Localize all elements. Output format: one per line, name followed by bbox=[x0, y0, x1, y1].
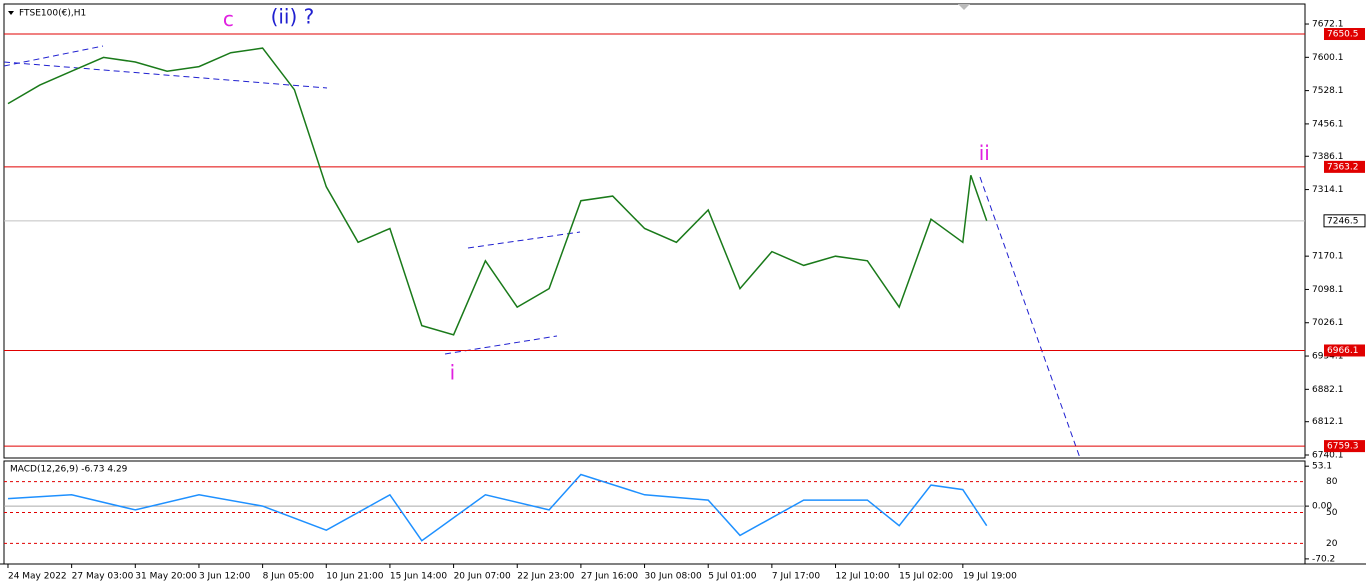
trend-line bbox=[467, 231, 581, 249]
current-price-label: 7246.5 bbox=[1327, 216, 1359, 226]
y-tick-label: 0.00 bbox=[1312, 502, 1332, 512]
x-tick-label: 27 Jun 16:00 bbox=[581, 572, 638, 582]
wave-label: i bbox=[450, 361, 456, 385]
x-tick-label: 20 Jun 07:00 bbox=[454, 572, 511, 582]
y-tick-label: 7528.1 bbox=[1312, 86, 1344, 96]
x-tick-label: 24 May 2022 bbox=[8, 572, 67, 582]
y-tick-label: 6812.1 bbox=[1312, 417, 1344, 427]
level-label: 6759.3 bbox=[1327, 442, 1359, 452]
y-tick-label: 6740.1 bbox=[1312, 450, 1344, 460]
trend-line bbox=[3, 45, 104, 67]
level-box bbox=[1324, 160, 1365, 173]
shift-marker bbox=[958, 4, 970, 10]
x-tick-label: 8 Jun 05:00 bbox=[263, 572, 315, 582]
y-tick-label: 7600.1 bbox=[1312, 53, 1344, 63]
x-tick-label: 19 Jul 19:00 bbox=[963, 572, 1017, 582]
wave-label: c bbox=[223, 7, 234, 31]
y2-tick-label: 80 bbox=[1326, 477, 1338, 487]
wave-label: (ii) ? bbox=[271, 5, 315, 29]
y-tick-label: 6882.1 bbox=[1312, 385, 1344, 395]
menu-triangle bbox=[8, 11, 14, 15]
level-label: 7650.5 bbox=[1327, 30, 1359, 40]
y-tick-label: -70.2 bbox=[1312, 554, 1335, 564]
level-box bbox=[1324, 28, 1365, 41]
x-tick-label: 3 Jun 12:00 bbox=[199, 572, 251, 582]
y-tick-label: 7026.1 bbox=[1312, 318, 1344, 328]
y-tick-label: 53.1 bbox=[1312, 462, 1332, 472]
x-tick-label: 22 Jun 23:00 bbox=[517, 572, 574, 582]
y-tick-label: 7314.1 bbox=[1312, 185, 1344, 195]
chart-title: FTSE100(€),H1 bbox=[19, 9, 86, 19]
trend-lines bbox=[3, 45, 1081, 459]
price-line bbox=[7, 47, 988, 336]
wave-label: ii bbox=[979, 141, 990, 165]
y-tick-label: 6954.1 bbox=[1312, 352, 1344, 362]
x-tick-label: 12 Jul 10:00 bbox=[836, 572, 890, 582]
y-tick-label: 7386.1 bbox=[1312, 152, 1344, 162]
trend-line bbox=[3, 61, 328, 89]
level-box bbox=[1324, 440, 1365, 453]
macd-title: MACD(12,26,9) -6.73 4.29 bbox=[10, 465, 128, 475]
level-label: 6966.1 bbox=[1327, 346, 1359, 356]
y-tick-label: 7170.1 bbox=[1312, 252, 1344, 262]
main-frame bbox=[3, 3, 1306, 459]
trend-line bbox=[444, 335, 558, 355]
x-tick-label: 15 Jun 14:00 bbox=[390, 572, 447, 582]
level-box bbox=[1324, 344, 1365, 357]
y-tick-label: 7456.1 bbox=[1312, 119, 1344, 129]
y-tick-label: 7672.1 bbox=[1312, 20, 1344, 30]
x-tick-label: 31 May 20:00 bbox=[135, 572, 197, 582]
x-tick-label: 10 Jun 21:00 bbox=[326, 572, 383, 582]
y-tick-label: 7098.1 bbox=[1312, 285, 1344, 295]
y2-tick-label: 50 bbox=[1326, 508, 1338, 518]
x-tick-label: 5 Jul 01:00 bbox=[708, 572, 757, 582]
current-price-box bbox=[1323, 214, 1366, 228]
price-line bbox=[7, 473, 988, 542]
x-tick-label: 15 Jul 02:00 bbox=[899, 572, 953, 582]
x-tick-label: 30 Jun 08:00 bbox=[645, 572, 702, 582]
x-tick-label: 27 May 03:00 bbox=[72, 572, 134, 582]
x-tick-label: 7 Jul 17:00 bbox=[772, 572, 821, 582]
level-label: 7363.2 bbox=[1327, 162, 1359, 172]
y2-tick-label: 20 bbox=[1326, 539, 1338, 549]
